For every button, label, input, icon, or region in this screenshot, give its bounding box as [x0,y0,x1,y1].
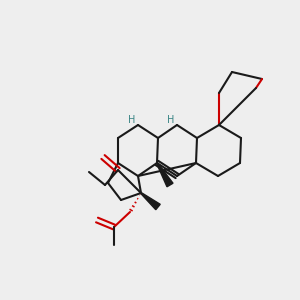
Text: H: H [128,115,136,125]
Polygon shape [141,193,160,210]
Text: H: H [167,115,175,125]
Polygon shape [157,163,173,187]
